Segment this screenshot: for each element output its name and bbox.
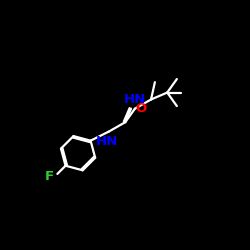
Text: HN: HN bbox=[96, 135, 118, 148]
Text: HN: HN bbox=[124, 93, 146, 106]
Text: O: O bbox=[136, 102, 147, 115]
Text: F: F bbox=[44, 170, 54, 183]
